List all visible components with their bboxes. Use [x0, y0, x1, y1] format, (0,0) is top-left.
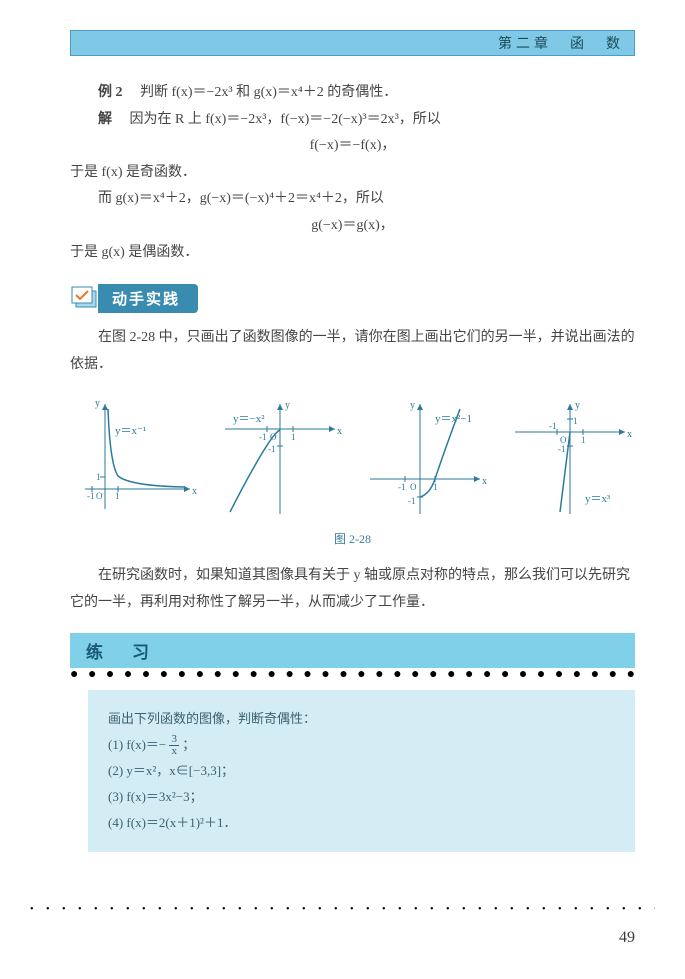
page-number: 49	[619, 929, 635, 947]
svg-text:y: y	[95, 398, 100, 409]
svg-text:1: 1	[581, 435, 586, 445]
svg-text:y: y	[410, 400, 415, 411]
exercise-item-3: (3) f(x)＝3x²−3；	[108, 784, 615, 810]
exercise-item-4: (4) f(x)＝2(x＋1)²＋1．	[108, 810, 615, 836]
figure-1: x y O 1 -1 1 y＝x⁻¹	[70, 394, 200, 524]
svg-text:-1: -1	[558, 444, 566, 454]
footer-dots: • • • • • • • • • • • • • • • • • • • • …	[30, 904, 655, 915]
exercise-lead: 画出下列函数的图像，判断奇偶性：	[108, 706, 615, 732]
svg-text:O: O	[96, 491, 103, 501]
svg-text:x: x	[192, 486, 197, 497]
svg-text:-1: -1	[549, 421, 557, 431]
exercise-dots: ● ● ● ● ● ● ● ● ● ● ● ● ● ● ● ● ● ● ● ● …	[70, 668, 635, 682]
solution-line-3: 而 g(x)＝x⁴＋2，g(−x)＝(−x)⁴＋2＝x⁴＋2，所以	[70, 186, 635, 213]
svg-text:y: y	[575, 400, 580, 411]
svg-text:x: x	[337, 426, 342, 437]
exercise-box: 画出下列函数的图像，判断奇偶性： (1) f(x)＝− 3x ； (2) y＝x…	[88, 690, 635, 852]
remark-text: 在研究函数时，如果知道其图像具有关于 y 轴或原点对称的特点，那么我们可以先研究…	[70, 563, 635, 616]
svg-text:-1: -1	[259, 432, 267, 442]
example-title: 例 2	[98, 85, 123, 100]
figure-2-label: y＝−x²	[233, 413, 265, 425]
figure-4-label: y＝x³	[585, 493, 611, 505]
svg-text:x: x	[627, 429, 632, 440]
svg-text:-1: -1	[408, 496, 416, 506]
solution-label: 解	[98, 112, 112, 127]
solution-eq-1: f(−x)＝−f(x)，	[70, 133, 635, 160]
exercise-item-2: (2) y＝x²，x∈[−3,3]；	[108, 758, 615, 784]
svg-text:-1: -1	[398, 482, 406, 492]
practice-badge: 动手实践	[98, 284, 198, 313]
figure-4: x y O 1 -1 -1 1 y＝x³	[505, 394, 635, 524]
svg-text:y: y	[285, 400, 290, 411]
svg-text:x: x	[482, 476, 487, 487]
exercise-item-1: (1) f(x)＝− 3x ；	[108, 732, 615, 758]
svg-text:1: 1	[573, 416, 578, 426]
figure-3-label: y＝x²−1	[435, 413, 472, 425]
svg-text:-1: -1	[268, 444, 276, 454]
example-block: 例 2 判断 f(x)＝−2x³ 和 g(x)＝x⁴＋2 的奇偶性． 解 因为在…	[70, 80, 635, 266]
solution-eq-2: g(−x)＝g(x)，	[70, 213, 635, 240]
figure-caption: 图 2-28	[70, 530, 635, 547]
practice-text: 在图 2-28 中，只画出了函数图像的一半，请你在图上画出它们的另一半，并说出画…	[70, 325, 635, 378]
figure-2: x y O 1 -1 -1 y＝−x²	[215, 394, 345, 524]
example-prompt: 判断 f(x)＝−2x³ 和 g(x)＝x⁴＋2 的奇偶性．	[140, 85, 397, 100]
solution-line-2: 于是 f(x) 是奇函数．	[70, 160, 635, 187]
solution-line-1: 因为在 R 上 f(x)＝−2x³，f(−x)＝−2(−x)³＝2x³，所以	[130, 112, 441, 127]
figure-3: x y O 1 -1 -1 y＝x²−1	[360, 394, 490, 524]
practice-icon	[70, 285, 102, 313]
svg-text:1: 1	[115, 491, 120, 501]
exercise-header: 练 习	[70, 633, 635, 668]
figure-row: x y O 1 -1 1 y＝x⁻¹ x y O 1 -1 -1 y＝−x	[70, 394, 635, 524]
chapter-header: 第二章 函 数	[70, 30, 635, 56]
solution-line-4: 于是 g(x) 是偶函数．	[70, 240, 635, 267]
svg-text:O: O	[410, 482, 417, 492]
chapter-label: 第二章 函 数	[498, 33, 624, 53]
svg-text:-1: -1	[87, 491, 95, 501]
practice-badge-row: 动手实践	[70, 284, 635, 313]
svg-text:1: 1	[96, 472, 101, 482]
figure-1-label: y＝x⁻¹	[115, 425, 146, 437]
svg-text:1: 1	[291, 432, 296, 442]
